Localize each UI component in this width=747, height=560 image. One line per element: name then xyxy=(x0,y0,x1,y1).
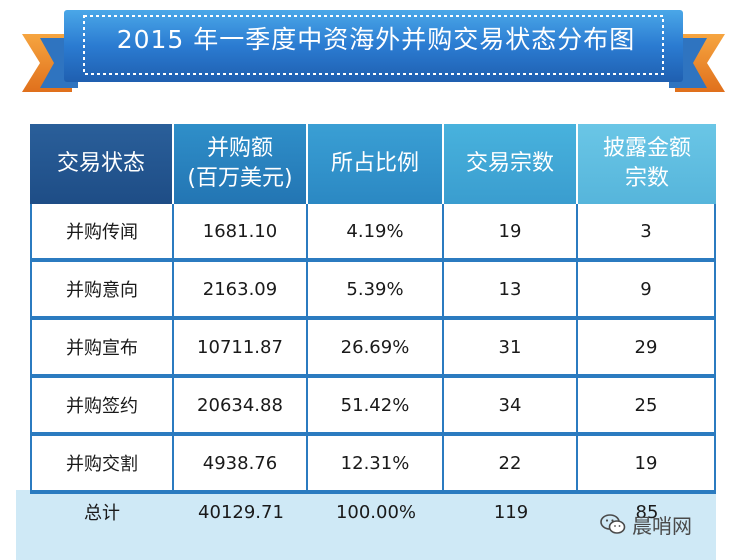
cell-amount: 4938.76 xyxy=(174,436,308,494)
cell-status: 并购交割 xyxy=(30,436,174,494)
cell-ratio: 4.19% xyxy=(308,204,444,262)
table-row: 并购签约 20634.88 51.42% 34 25 xyxy=(30,378,716,436)
cell-deal-count: 13 xyxy=(444,262,578,320)
cell-amount: 2163.09 xyxy=(174,262,308,320)
cell-disclosed-count: 3 xyxy=(578,204,716,262)
cell-disclosed-count: 9 xyxy=(578,262,716,320)
table-row: 并购交割 4938.76 12.31% 22 19 xyxy=(30,436,716,494)
total-row: 总计 40129.71 100.00% 119 85 xyxy=(30,494,716,530)
watermark-text: 晨哨网 xyxy=(632,513,692,538)
cell-ratio: 5.39% xyxy=(308,262,444,320)
table-row: 并购传闻 1681.10 4.19% 19 3 xyxy=(30,204,716,262)
banner-graphic xyxy=(22,10,725,92)
cell-status: 并购意向 xyxy=(30,262,174,320)
cell-disclosed-count: 25 xyxy=(578,378,716,436)
cell-disclosed-count: 29 xyxy=(578,320,716,378)
cell-status: 并购宣布 xyxy=(30,320,174,378)
header-disclosed-count: 披露金额 宗数 xyxy=(578,124,716,204)
cell-deal-count: 31 xyxy=(444,320,578,378)
status-table: 交易状态 并购额 (百万美元) 所占比例 交易宗数 披露金额 宗数 xyxy=(30,124,716,560)
header-status: 交易状态 xyxy=(30,124,174,204)
page-title: 2015 年一季度中资海外并购交易状态分布图 xyxy=(116,25,636,54)
wechat-icon xyxy=(600,514,626,534)
header-amount: 并购额 (百万美元) xyxy=(174,124,308,204)
total-ratio: 100.00% xyxy=(308,494,444,530)
watermark: 晨哨网 xyxy=(600,506,740,542)
cell-deal-count: 19 xyxy=(444,204,578,262)
title-banner: 2015 年一季度中资海外并购交易状态分布图 xyxy=(0,0,747,100)
total-label: 总计 xyxy=(30,494,174,530)
cell-status: 并购签约 xyxy=(30,378,174,436)
table-row: 并购宣布 10711.87 26.69% 31 29 xyxy=(30,320,716,378)
cell-amount: 1681.10 xyxy=(174,204,308,262)
table-header-row: 交易状态 并购额 (百万美元) 所占比例 交易宗数 披露金额 宗数 xyxy=(30,124,716,204)
total-deal-count: 119 xyxy=(444,494,578,530)
cell-disclosed-count: 19 xyxy=(578,436,716,494)
cell-deal-count: 22 xyxy=(444,436,578,494)
total-amount: 40129.71 xyxy=(174,494,308,530)
cell-deal-count: 34 xyxy=(444,378,578,436)
cell-status: 并购传闻 xyxy=(30,204,174,262)
table-row: 并购意向 2163.09 5.39% 13 9 xyxy=(30,262,716,320)
header-ratio: 所占比例 xyxy=(308,124,444,204)
cell-ratio: 26.69% xyxy=(308,320,444,378)
cell-amount: 10711.87 xyxy=(174,320,308,378)
cell-amount: 20634.88 xyxy=(174,378,308,436)
banner-ribbon xyxy=(64,10,683,82)
header-deal-count: 交易宗数 xyxy=(444,124,578,204)
cell-ratio: 12.31% xyxy=(308,436,444,494)
cell-ratio: 51.42% xyxy=(308,378,444,436)
